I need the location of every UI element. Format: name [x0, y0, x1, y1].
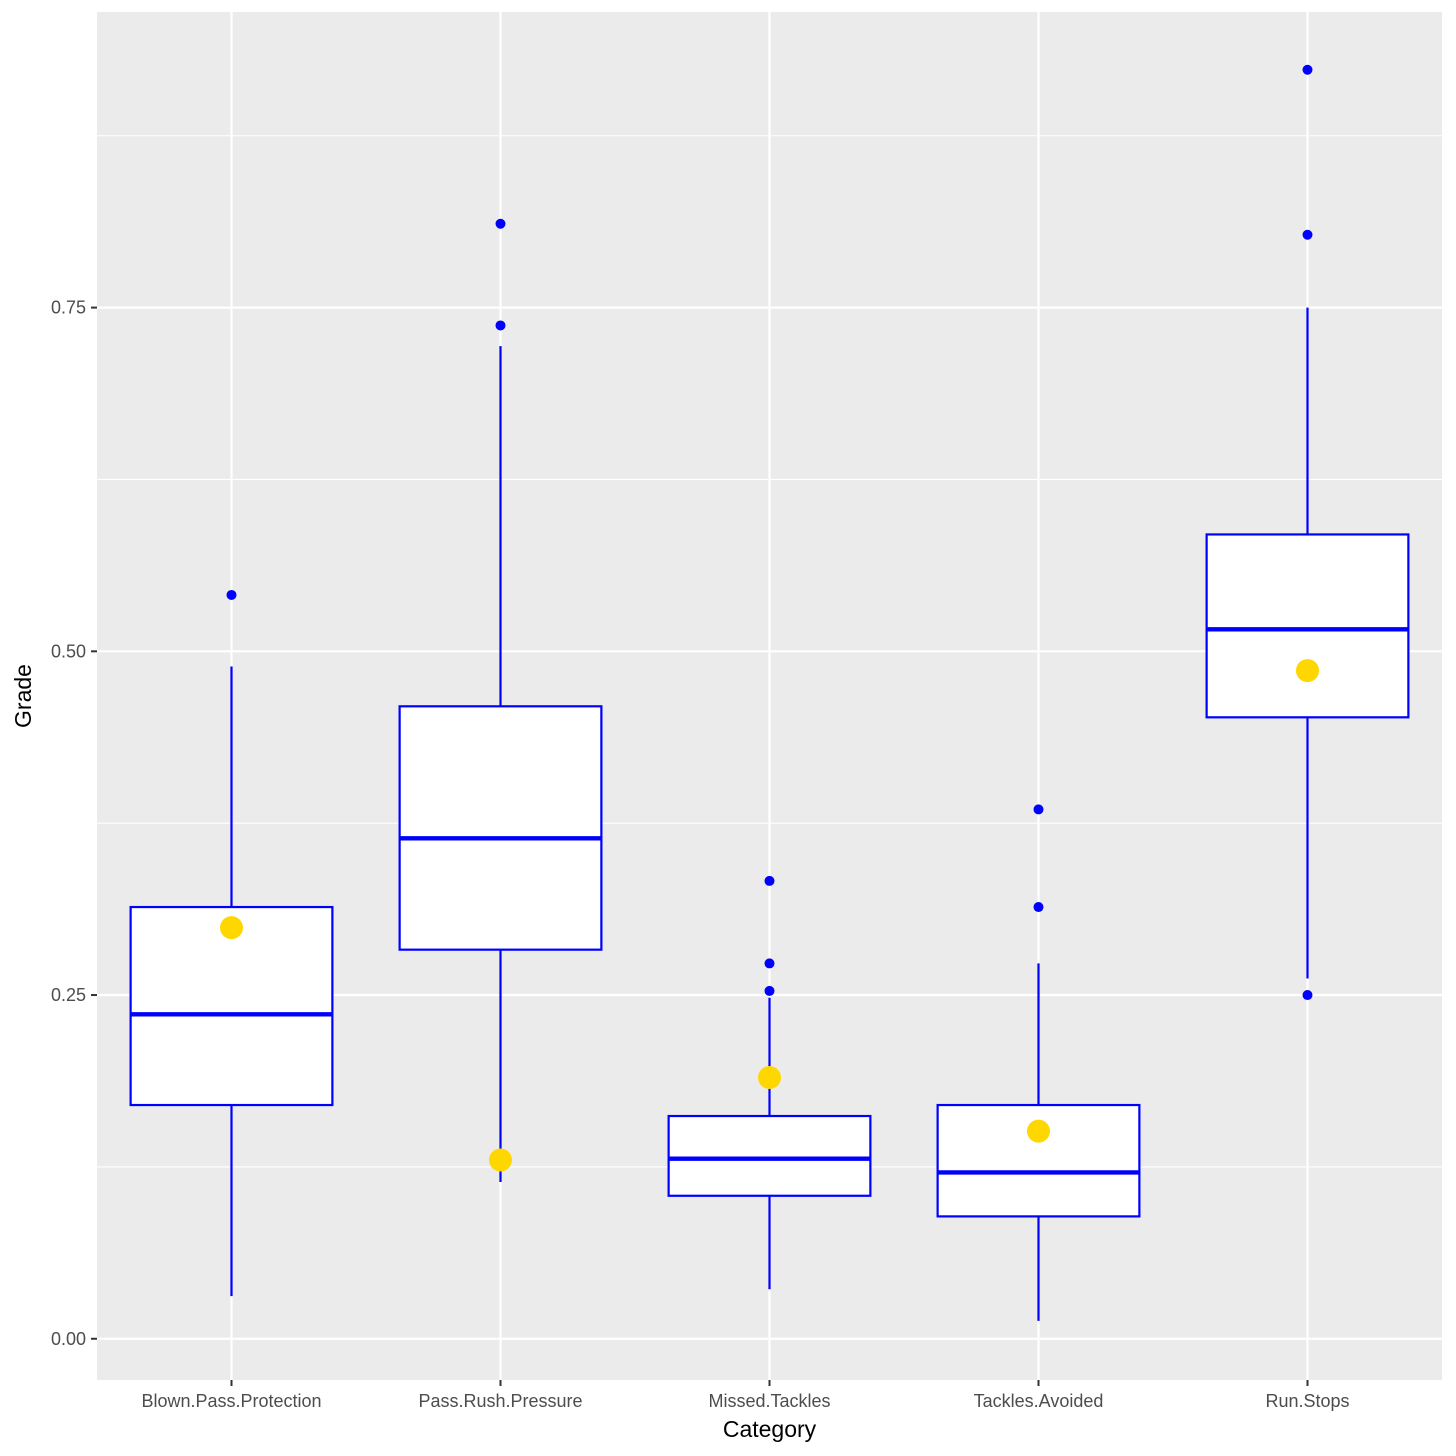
outlier-point	[764, 985, 775, 996]
box-iqr	[667, 1114, 872, 1197]
highlight-point	[1027, 1119, 1050, 1143]
x-tick-label: Run.Stops	[1265, 1391, 1349, 1411]
box-group	[398, 218, 603, 1183]
outlier-point	[226, 589, 237, 600]
y-tick-label: 0.00	[51, 1329, 86, 1349]
outlier-point	[1302, 990, 1313, 1001]
box-iqr	[398, 705, 603, 951]
x-tick-label: Tackles.Avoided	[974, 1391, 1104, 1411]
x-axis: Blown.Pass.Protection Pass.Rush.Pressure M…	[141, 1380, 1350, 1411]
x-tick-label: Missed.Tackles	[708, 1391, 830, 1411]
outlier-point	[1302, 229, 1313, 240]
outlier-point	[1033, 804, 1044, 815]
outlier-point	[764, 958, 775, 969]
box-layer	[129, 64, 1410, 1321]
highlight-point	[758, 1066, 781, 1090]
box-group	[1205, 64, 1410, 1001]
outlier-point	[1302, 64, 1313, 75]
box-group	[667, 875, 872, 1290]
outlier-point	[1033, 902, 1044, 913]
outlier-point	[764, 875, 775, 886]
y-tick-label: 0.50	[51, 641, 86, 661]
y-axis-title: Grade	[10, 664, 36, 728]
y-axis: 0.00 0.25 0.50 0.75	[51, 298, 97, 1349]
y-tick-label: 0.25	[51, 985, 86, 1005]
highlight-point	[1296, 659, 1319, 683]
x-tick-label: Pass.Rush.Pressure	[418, 1391, 582, 1411]
highlight-point	[220, 916, 243, 940]
outlier-point	[495, 320, 506, 331]
box-group	[129, 589, 334, 1297]
highlight-point	[489, 1148, 512, 1172]
x-tick-label: Blown.Pass.Protection	[141, 1391, 321, 1411]
y-tick-label: 0.75	[51, 298, 86, 318]
box-group	[936, 804, 1141, 1321]
outlier-point	[495, 218, 506, 229]
box-iqr	[129, 905, 334, 1107]
box-iqr	[1205, 533, 1410, 719]
x-axis-title: Category	[723, 1416, 817, 1442]
